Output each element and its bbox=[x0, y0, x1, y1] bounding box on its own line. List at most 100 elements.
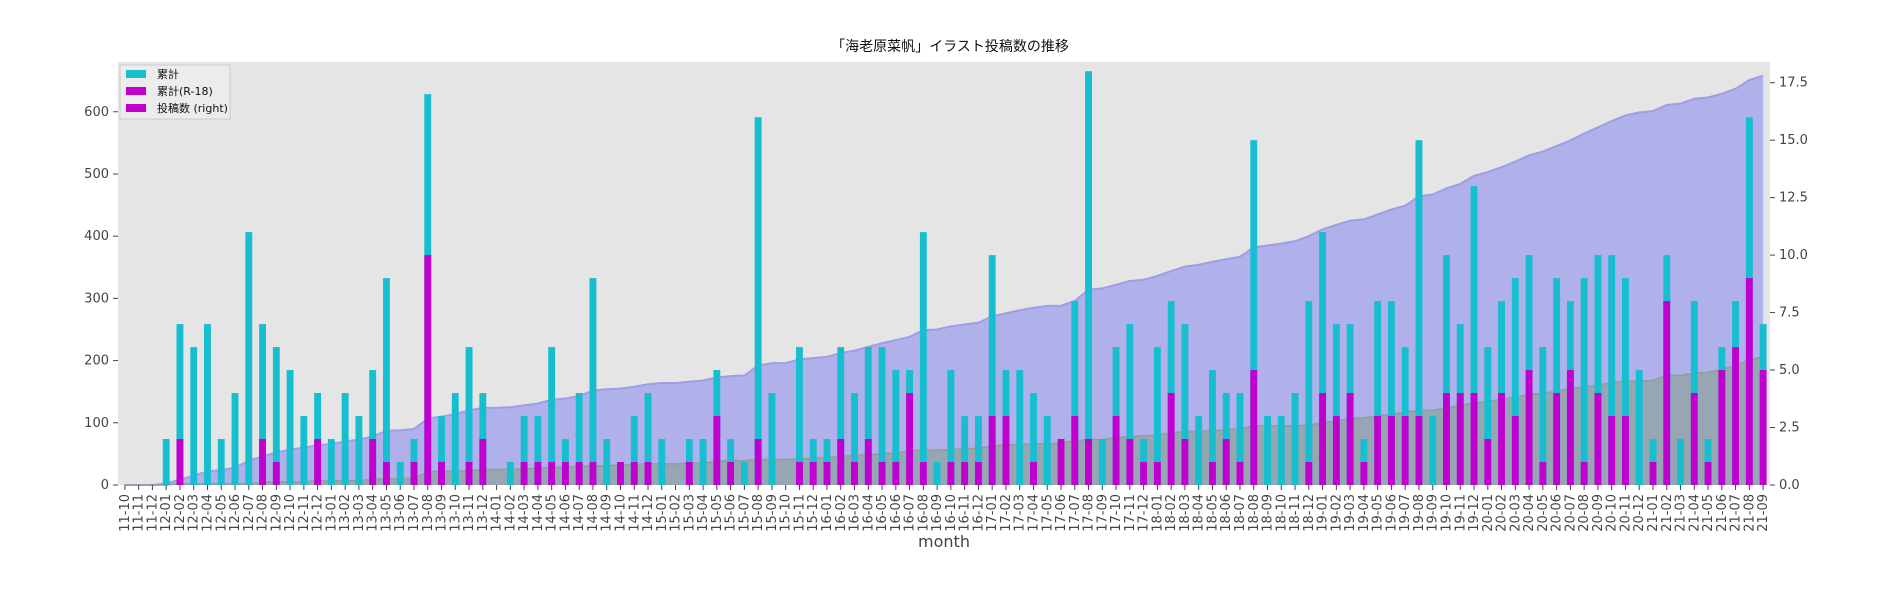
posts-bar bbox=[1635, 370, 1643, 485]
posts-bar bbox=[1305, 301, 1313, 485]
r18-posts-bar bbox=[1415, 416, 1423, 485]
x-tick-label: 12-01 bbox=[159, 494, 174, 532]
r18-posts-bar bbox=[685, 462, 693, 485]
x-tick-label: 15-03 bbox=[682, 494, 697, 532]
posts-bar bbox=[1085, 71, 1092, 485]
x-tick-label: 18-08 bbox=[1247, 494, 1262, 532]
posts-bar bbox=[837, 347, 845, 485]
legend-label-r18: 累計(R-18) bbox=[157, 84, 213, 98]
posts-bar bbox=[974, 416, 982, 485]
x-tick-label: 21-08 bbox=[1742, 494, 1757, 532]
x-tick-label: 12-03 bbox=[187, 494, 202, 532]
posts-bar bbox=[851, 393, 858, 485]
posts-bar bbox=[1608, 255, 1616, 485]
x-tick-label: 13-09 bbox=[435, 494, 450, 532]
x-tick-label: 17-07 bbox=[1068, 494, 1083, 532]
r18-posts-bar bbox=[1484, 439, 1492, 485]
x-tick-label: 18-09 bbox=[1261, 494, 1276, 532]
x-tick-label: 11-12 bbox=[145, 494, 160, 532]
r18-posts-bar bbox=[548, 462, 556, 485]
posts-bar bbox=[1553, 278, 1561, 485]
x-tick-label: 13-11 bbox=[462, 494, 477, 532]
x-tick-label: 13-04 bbox=[366, 494, 381, 532]
r18-posts-bar bbox=[1181, 439, 1189, 485]
x-tick-label: 18-01 bbox=[1150, 494, 1165, 532]
x-tick-label: 11-10 bbox=[118, 494, 133, 532]
legend-swatch-posts bbox=[126, 104, 146, 112]
posts-bar bbox=[1291, 393, 1299, 485]
posts-bar bbox=[1030, 393, 1037, 485]
x-tick-label: 21-02 bbox=[1660, 494, 1675, 532]
x-tick-label: 16-03 bbox=[848, 494, 863, 532]
r18-posts-bar bbox=[988, 416, 996, 485]
r18-posts-bar bbox=[1346, 393, 1354, 485]
posts-bar bbox=[341, 393, 349, 485]
r18-posts-bar bbox=[1456, 393, 1464, 485]
posts-bar bbox=[947, 370, 955, 485]
r18-posts-bar bbox=[947, 462, 955, 485]
x-tick-label: 17-02 bbox=[999, 494, 1014, 532]
posts-bar bbox=[451, 393, 459, 485]
r18-posts-bar bbox=[1002, 416, 1010, 485]
posts-bar bbox=[892, 370, 900, 485]
posts-bar bbox=[796, 347, 803, 485]
r18-posts-bar bbox=[272, 462, 280, 485]
x-tick-label: 14-07 bbox=[572, 494, 587, 532]
r18-posts-bar bbox=[1209, 462, 1216, 485]
r18-posts-bar bbox=[479, 439, 487, 485]
posts-bar bbox=[1677, 439, 1684, 485]
x-tick-label: 19-10 bbox=[1439, 494, 1454, 532]
x-tick-label: 13-10 bbox=[448, 494, 463, 532]
x-tick-label: 14-10 bbox=[613, 494, 628, 532]
x-tick-label: 19-12 bbox=[1467, 494, 1482, 532]
r18-posts-bar bbox=[1539, 462, 1547, 485]
r18-posts-bar bbox=[1112, 416, 1120, 485]
r18-posts-bar bbox=[1332, 416, 1340, 485]
x-tick-label: 12-11 bbox=[297, 494, 312, 532]
x-tick-label: 20-12 bbox=[1632, 494, 1647, 532]
r18-posts-bar bbox=[644, 462, 652, 485]
posts-bar bbox=[1264, 416, 1271, 485]
y-right-tick-label: 7.5 bbox=[1779, 306, 1800, 321]
posts-bar bbox=[369, 370, 377, 485]
x-tick-label: 14-11 bbox=[627, 494, 642, 532]
posts-bar bbox=[520, 416, 528, 485]
r18-posts-bar bbox=[1167, 393, 1175, 485]
legend-label-posts: 投稿数 (right) bbox=[157, 101, 228, 115]
posts-bar bbox=[162, 439, 170, 485]
posts-bar bbox=[286, 370, 294, 485]
r18-posts-bar bbox=[575, 462, 583, 485]
r18-posts-bar bbox=[438, 462, 445, 485]
r18-posts-bar bbox=[520, 462, 528, 485]
y-right-tick-label: 12.5 bbox=[1779, 191, 1808, 206]
r18-posts-bar bbox=[1622, 416, 1629, 485]
x-tick-label: 15-01 bbox=[655, 494, 670, 532]
x-tick-label: 13-01 bbox=[324, 494, 339, 532]
posts-bar bbox=[383, 278, 390, 485]
r18-posts-bar bbox=[1759, 370, 1767, 485]
x-tick-label: 21-05 bbox=[1701, 494, 1716, 532]
r18-posts-bar bbox=[1443, 393, 1450, 485]
y-right-tick-label: 15.0 bbox=[1779, 133, 1808, 148]
posts-bar bbox=[933, 462, 941, 485]
x-tick-label: 21-04 bbox=[1687, 494, 1702, 532]
r18-posts-bar bbox=[383, 462, 390, 485]
r18-posts-bar bbox=[1594, 393, 1602, 485]
r18-posts-bar bbox=[1511, 416, 1519, 485]
r18-posts-bar bbox=[410, 462, 418, 485]
posts-bar bbox=[1387, 301, 1395, 485]
legend: 累計 累計(R-18) 投稿数 (right) bbox=[119, 64, 231, 120]
x-tick-label: 19-03 bbox=[1343, 494, 1358, 532]
posts-bar bbox=[506, 462, 514, 485]
x-tick-label: 18-06 bbox=[1219, 494, 1234, 532]
r18-posts-bar bbox=[1525, 370, 1533, 485]
r18-posts-bar bbox=[906, 393, 914, 485]
x-tick-label: 17-05 bbox=[1040, 494, 1055, 532]
x-tick-label: 12-08 bbox=[256, 494, 271, 532]
posts-bar bbox=[699, 439, 707, 485]
x-tick-label: 12-05 bbox=[214, 494, 229, 532]
r18-posts-bar bbox=[837, 439, 845, 485]
posts-bar bbox=[300, 416, 308, 485]
legend-swatch-r18 bbox=[126, 87, 146, 95]
posts-bar bbox=[1153, 347, 1161, 485]
